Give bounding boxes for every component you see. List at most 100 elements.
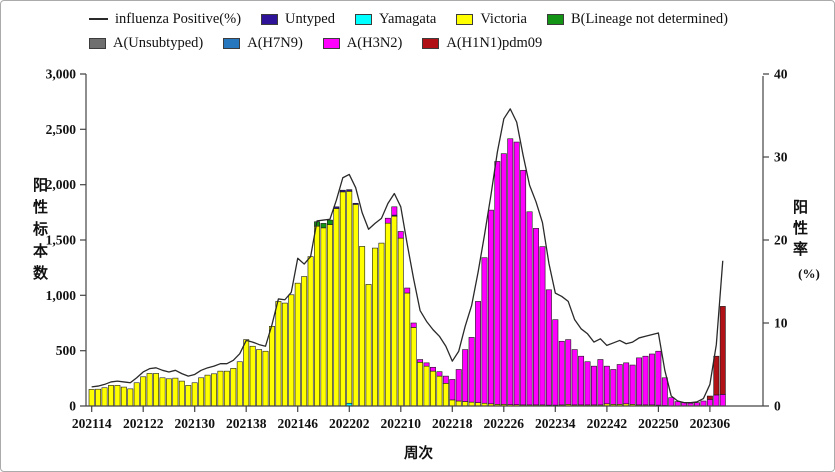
y-right-tick-labels: 0 10 20 30 40	[774, 67, 788, 414]
bar-segment-victoria	[127, 388, 134, 407]
bar-segment-victoria	[101, 387, 108, 407]
svg-text:3,000: 3,000	[46, 67, 77, 82]
bar-segment-victoria	[95, 388, 102, 407]
bar-segment-h3n2	[661, 377, 668, 406]
bar-segment-h3n2	[475, 301, 481, 403]
bar-segment-victoria	[372, 247, 378, 407]
legend-item-h7n9: A(H7N9)	[223, 35, 303, 52]
right-axis-title-text: 阳性率	[791, 199, 807, 262]
bar-segment-victoria	[269, 326, 275, 407]
bar-segment-h3n2	[571, 349, 578, 406]
bar-segment-victoria	[230, 368, 237, 407]
legend-label-h1n1pdm09: A(H1N1)pdm09	[446, 34, 543, 51]
svg-text:202138: 202138	[226, 416, 267, 431]
legend-swatch-h1n1pdm09-color-icon	[422, 37, 440, 49]
svg-text:202210: 202210	[381, 416, 422, 431]
svg-text:2,000: 2,000	[46, 177, 77, 192]
bar-segment-victoria	[217, 370, 224, 407]
svg-text:500: 500	[56, 343, 77, 358]
bar-segment-victoria	[449, 399, 456, 407]
left-axis-title: 阳性标本数	[31, 177, 47, 287]
right-axis-title-unit: (%)	[798, 266, 820, 281]
bar-segment-victoria	[326, 224, 333, 407]
bar-segment-h3n2	[520, 169, 527, 406]
bar-segment-h3n2	[597, 359, 604, 406]
x-axis-title: 周次	[404, 446, 433, 462]
legend-item-unsubtyped: A(Unsubtyped)	[89, 35, 203, 52]
legend-label-victoria: Victoria	[480, 10, 527, 27]
bar-segment-victoria	[172, 377, 179, 407]
svg-text:202242: 202242	[587, 416, 628, 431]
bar-segment-h3n2	[384, 217, 391, 224]
legend-swatch-h7n9-color-icon	[223, 37, 241, 49]
bar-segment-victoria	[165, 378, 172, 407]
bar-segment-h1n1pdm09	[706, 395, 713, 400]
legend-label-yamagata: Yamagata	[378, 10, 437, 27]
bar-segment-h3n2	[410, 322, 417, 328]
bar-segment-victoria	[281, 302, 288, 407]
bar-segment-victoria	[133, 382, 140, 407]
bar-segment-h3n2	[500, 153, 507, 405]
bar-segment-victoria	[243, 339, 250, 407]
bar-segment-h3n2	[610, 369, 617, 405]
bar-segment-victoria	[378, 242, 385, 407]
bar-segment-victoria	[120, 386, 127, 407]
bars-group	[88, 138, 726, 407]
svg-text:202146: 202146	[277, 416, 318, 431]
bar-segment-h3n2	[629, 364, 636, 405]
legend-swatch-yamagata-color-icon	[354, 13, 372, 25]
legend-label-b_lineage_nd: B(Lineage not determined)	[570, 10, 728, 27]
svg-text:202218: 202218	[432, 416, 473, 431]
legend-swatch-line-line-icon	[89, 18, 108, 20]
bar-segment-victoria	[314, 225, 320, 407]
axes-group	[80, 73, 769, 412]
legend-item-untyped: Untyped	[261, 11, 335, 28]
legend-item-b_lineage_nd: B(Lineage not determined)	[546, 10, 728, 28]
bar-segment-victoria	[410, 327, 417, 407]
positivity-rate-line	[91, 108, 724, 404]
svg-text:202114: 202114	[72, 416, 112, 431]
bar-segment-h3n2	[565, 339, 572, 405]
bar-segment-victoria	[352, 204, 359, 407]
legend-item-h1n1pdm09: A(H1N1)pdm09	[422, 35, 542, 52]
bar-segment-h3n2	[591, 365, 597, 406]
bar-segment-b_lineage_nd	[320, 223, 327, 229]
x-tick-labels: 202114 202122 202130 202138 202146 202202 2022…	[72, 416, 731, 431]
bar-segment-victoria	[346, 191, 353, 404]
bar-segment-h3n2	[507, 138, 514, 405]
legend-item-h3n2: A(H3N2)	[322, 35, 402, 52]
bar-segment-h3n2	[436, 371, 443, 377]
bar-segment-victoria	[211, 373, 217, 407]
svg-text:1,500: 1,500	[46, 233, 77, 248]
right-axis-title: 阳性率 (%)	[789, 199, 829, 282]
bar-segment-victoria	[223, 370, 230, 407]
bar-segment-victoria	[436, 375, 443, 407]
svg-text:202250: 202250	[638, 416, 679, 431]
legend-row: A(Unsubtyped) A(H7N9) A(H3N2) A(H1N1)pdm09	[89, 32, 748, 54]
legend-item-line: influenza Positive(%)	[89, 11, 241, 28]
bar-segment-h3n2	[642, 355, 649, 406]
bar-segment-victoria	[391, 215, 398, 407]
legend-swatch-b_lineage_nd-color-icon	[546, 13, 564, 25]
bar-segment-h3n2	[533, 228, 539, 406]
bar-segment-victoria	[114, 385, 121, 407]
bar-segment-victoria	[417, 361, 424, 407]
bar-segment-victoria	[204, 374, 211, 407]
bar-segment-untyped	[346, 189, 353, 192]
bar-segment-victoria	[275, 301, 282, 407]
bar-segment-victoria	[397, 237, 404, 407]
bar-segment-h3n2	[539, 246, 546, 406]
bar-segment-victoria	[198, 377, 205, 407]
bar-segment-h3n2	[404, 287, 411, 294]
bar-segment-h3n2	[494, 161, 501, 405]
svg-text:202226: 202226	[484, 416, 525, 431]
bar-segment-h3n2	[449, 379, 456, 401]
bar-segment-h3n2	[442, 375, 449, 384]
svg-text:30: 30	[774, 150, 788, 165]
bar-segment-victoria	[140, 376, 147, 407]
bar-segment-b_lineage_nd	[326, 219, 333, 225]
bar-segment-victoria	[88, 389, 95, 407]
bar-segment-h3n2	[417, 359, 424, 363]
bar-segment-h1n1pdm09	[713, 355, 720, 396]
